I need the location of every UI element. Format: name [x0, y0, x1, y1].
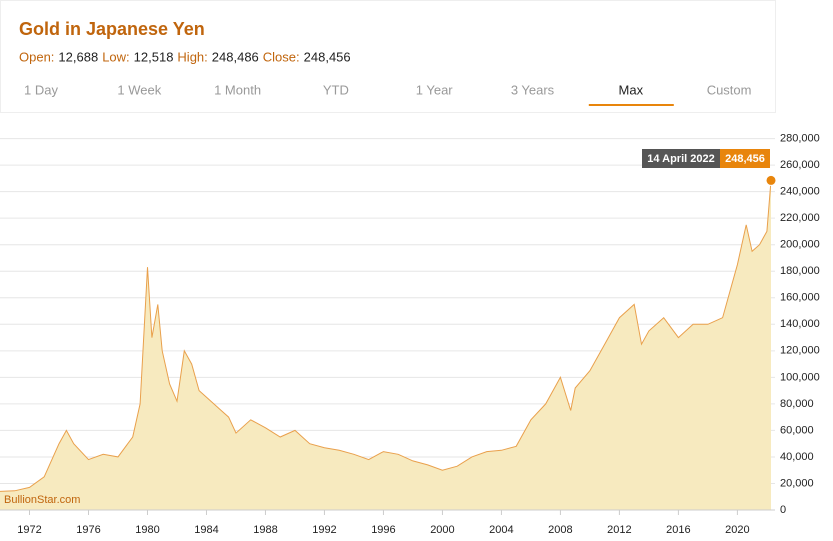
y-tick-label: 220,000: [780, 212, 820, 224]
tab-underline: [588, 104, 674, 106]
x-tick-label: 2020: [725, 524, 749, 536]
tab[interactable]: 1 Day: [24, 82, 58, 97]
y-tick-label: 260,000: [780, 159, 820, 171]
line: [0, 180, 772, 492]
x-tick-label: 1988: [253, 524, 277, 536]
stat-value: 12,688: [58, 49, 98, 64]
x-tick-label: 2016: [666, 524, 690, 536]
y-tick-label: 20,000: [780, 477, 814, 489]
y-tick-label: 160,000: [780, 292, 820, 304]
stat-label: Close:: [263, 49, 300, 64]
tab[interactable]: Max: [619, 82, 644, 97]
y-tick-label: 280,000: [780, 132, 820, 144]
plot: 0 20,000 40,000 60,000 80,000 100,000 120,000 1…: [0, 132, 820, 536]
y-tick-label: 40,000: [780, 451, 814, 463]
tooltip-value: 248,456: [725, 153, 765, 165]
x-tick-label: 1972: [17, 524, 41, 536]
y-tick-label: 0: [780, 504, 786, 516]
y-tick-label: 60,000: [780, 424, 814, 436]
tab[interactable]: YTD: [323, 82, 349, 97]
x-tick-label: 2004: [489, 524, 513, 536]
tab[interactable]: Custom: [707, 82, 752, 97]
tab[interactable]: 1 Year: [416, 82, 454, 97]
x-tick-label: 1996: [371, 524, 395, 536]
x-tick-label: 2008: [548, 524, 572, 536]
x-tick-label: 2012: [607, 524, 631, 536]
stats: Open: 12,688 Low: 12,518 High: 248,486 Close: 2…: [19, 49, 351, 64]
tab[interactable]: 1 Week: [117, 82, 161, 97]
watermark: BullionStar.com: [4, 494, 80, 506]
tab[interactable]: 1 Month: [214, 82, 261, 97]
x-tick-label: 2000: [430, 524, 454, 536]
y-tick-label: 240,000: [780, 186, 820, 198]
x-tick-label: 1980: [135, 524, 159, 536]
tooltip-date: 14 April 2022: [647, 153, 714, 165]
stat-value: 248,486: [212, 49, 259, 64]
stat-label: Open:: [19, 49, 54, 64]
y-tick-label: 120,000: [780, 345, 820, 357]
x-tick-label: 1992: [312, 524, 336, 536]
stat-value: 248,456: [304, 49, 351, 64]
y-tick-label: 80,000: [780, 398, 814, 410]
stat-label: Low:: [102, 49, 129, 64]
y-tick-label: 100,000: [780, 371, 820, 383]
tab[interactable]: 3 Years: [511, 82, 555, 97]
y-tick-label: 140,000: [780, 318, 820, 330]
stat-label: High:: [177, 49, 207, 64]
x-tick-label: 1976: [76, 524, 100, 536]
stat-value: 12,518: [134, 49, 174, 64]
last-point: [765, 174, 777, 186]
y-tick-label: 180,000: [780, 265, 820, 277]
tooltip-value-bg: [720, 149, 770, 168]
x-tick-label: 1984: [194, 524, 218, 536]
header-box: [0, 0, 776, 113]
y-tick-label: 200,000: [780, 239, 820, 251]
tabs: 1 Day 1 Week 1 Month YTD 1 Year 3 Years Max Cus…: [24, 82, 751, 106]
area: [0, 180, 772, 510]
title: Gold in Japanese Yen: [19, 19, 205, 39]
tooltip-date-bg: [642, 149, 720, 168]
